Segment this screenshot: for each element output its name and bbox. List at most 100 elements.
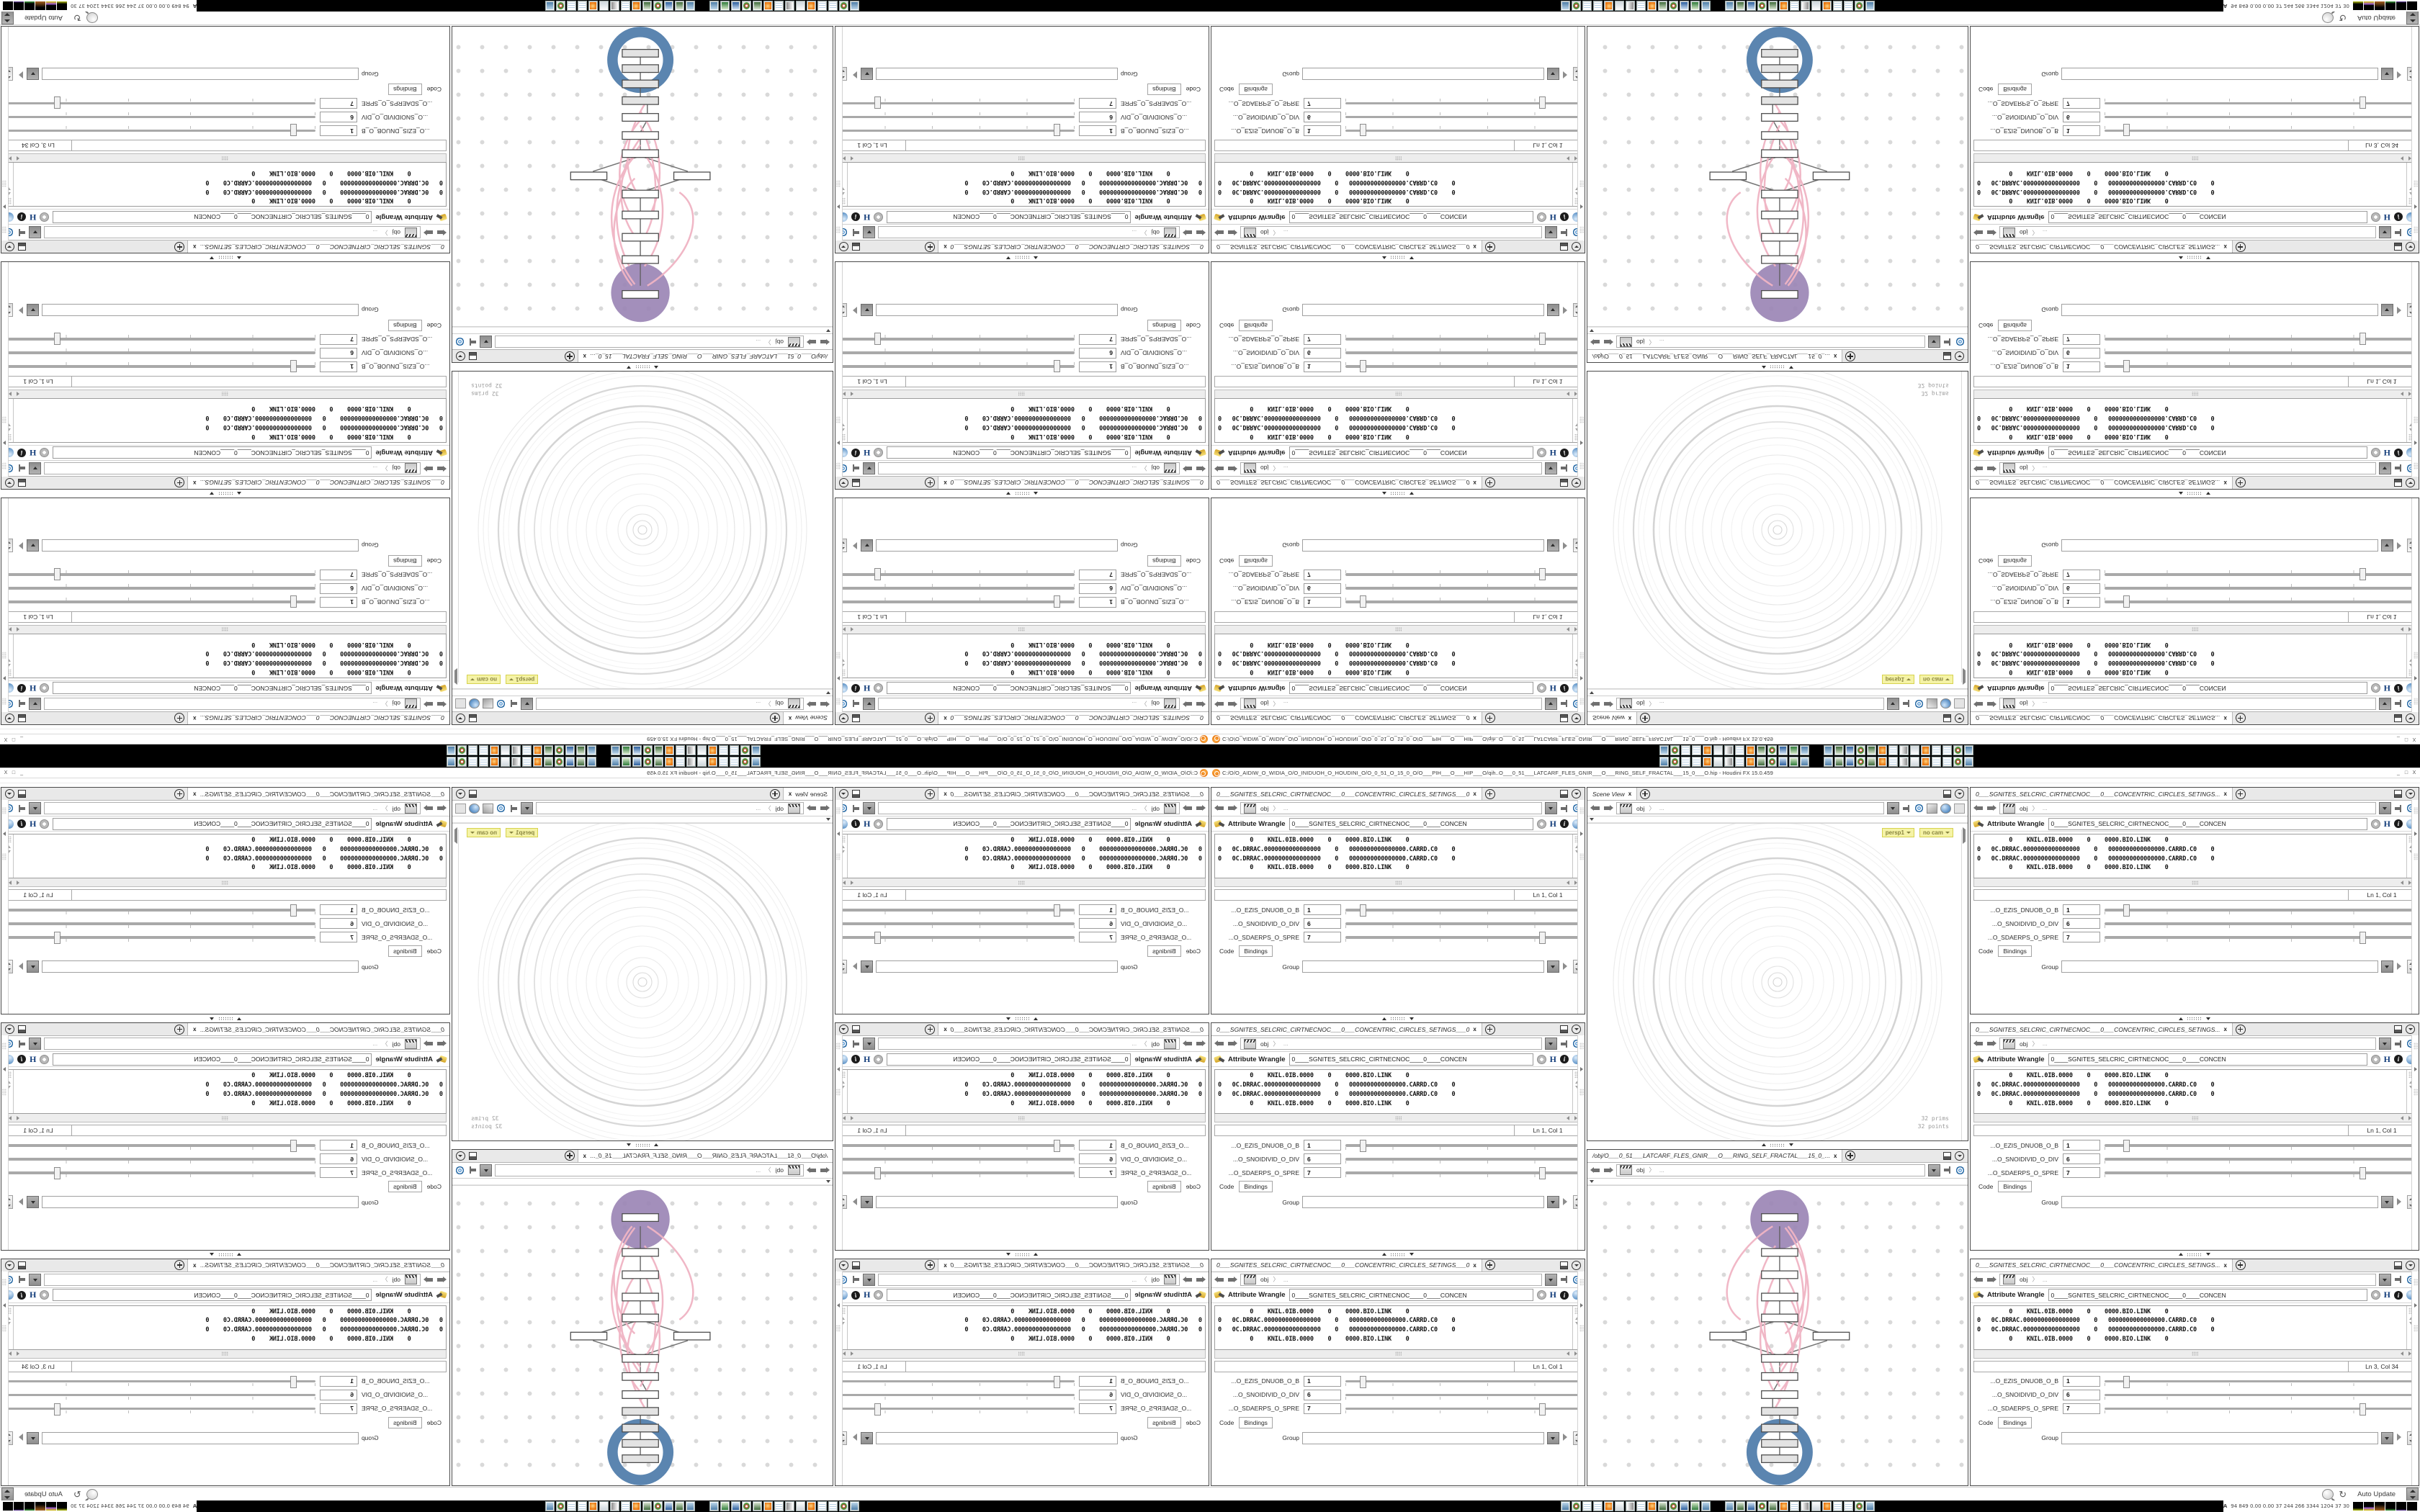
tab-parameters[interactable]: 0___SGNITES_SELCRIC_CIRTNECNOC___0___CON… <box>187 240 449 253</box>
firefox-icon[interactable] <box>1779 1 1789 11</box>
group-input[interactable] <box>876 1196 1118 1209</box>
path-dropdown-icon[interactable] <box>1928 336 1940 348</box>
scroll-right-icon[interactable] <box>2408 1351 2411 1356</box>
path-dropdown-icon[interactable] <box>1887 698 1899 710</box>
breadcrumb-obj[interactable]: obj <box>1636 338 1645 346</box>
notepad-icon[interactable] <box>1790 1501 1800 1511</box>
notepad-icon[interactable] <box>719 745 728 755</box>
pane-menu-icon[interactable] <box>2406 1025 2415 1035</box>
monitor-icon[interactable] <box>751 757 761 767</box>
speaker-icon[interactable] <box>609 1 619 11</box>
pane-menu-icon[interactable] <box>456 714 465 723</box>
parameter-value[interactable]: 1 <box>2063 361 2100 372</box>
notepad-icon[interactable] <box>566 1 576 11</box>
breadcrumb-obj[interactable]: obj <box>1636 804 1645 812</box>
pane-side-rail[interactable] <box>1577 27 1585 241</box>
breadcrumb-obj[interactable]: obj <box>1151 228 1160 236</box>
floppy-icon[interactable] <box>1747 1 1757 11</box>
auto-update-spinner[interactable] <box>2406 1487 2419 1502</box>
splitter-grip-icon[interactable] <box>218 256 233 260</box>
group-input[interactable] <box>1302 960 1544 973</box>
back-arrow-icon[interactable] <box>1590 1166 1600 1174</box>
rail-grip-icon[interactable] <box>2 652 7 659</box>
terminal-icon[interactable] <box>544 757 553 767</box>
info-icon[interactable]: i <box>851 1290 860 1300</box>
code-bindings-tabs[interactable]: Code Bindings <box>1211 319 1585 333</box>
firefox-icon[interactable] <box>1878 757 1887 767</box>
gear-icon[interactable] <box>1536 1054 1546 1064</box>
parameter-value[interactable]: 1 <box>1079 1140 1116 1151</box>
pane-splitter[interactable] <box>1211 1251 1585 1257</box>
rail-grip-icon[interactable] <box>1579 415 1584 423</box>
pane-menu-icon[interactable] <box>1572 242 1581 252</box>
parameter-slider[interactable] <box>4 568 315 580</box>
chevron-down-icon[interactable] <box>1590 1179 1594 1183</box>
rail-arrow-icon[interactable] <box>837 1302 841 1308</box>
node-name-input[interactable]: 0____SGNITES_SELCRIC_CIRTNECNOC____0____… <box>53 446 372 459</box>
code-bindings-tabs[interactable]: Code Bindings <box>1 1179 449 1193</box>
notepad-icon[interactable] <box>1932 745 1941 755</box>
viewport-canvas[interactable]: persp1 no cam <box>452 372 833 689</box>
splitter-down-icon[interactable] <box>1789 365 1793 369</box>
rail-grip-icon[interactable] <box>2 698 7 705</box>
parameter-slider[interactable] <box>4 124 315 137</box>
camera-selector[interactable]: persp1 <box>1881 675 1914 684</box>
pointer-icon[interactable] <box>1562 70 1570 78</box>
target-icon[interactable] <box>496 804 506 813</box>
tab-bindings[interactable]: Bindings <box>388 945 422 957</box>
refresh-icon[interactable]: ↻ <box>73 12 81 24</box>
maximize-pane-icon[interactable] <box>469 1151 477 1160</box>
group-dropdown-icon[interactable] <box>1547 960 1559 973</box>
tab-scene-view[interactable]: Scene View x <box>1587 712 1638 724</box>
tab-parameters[interactable]: 0___SGNITES_SELCRIC_CIRTNECNOC___0___CON… <box>938 1023 1209 1036</box>
chrome-icon[interactable] <box>838 1 848 11</box>
scroll-down-icon[interactable] <box>1574 850 1579 853</box>
breadcrumb-obj[interactable]: obj <box>1260 1040 1269 1048</box>
firefox-icon[interactable] <box>1746 745 1755 755</box>
pane-menu-icon[interactable] <box>2406 477 2415 487</box>
parameter-slider[interactable] <box>1 582 315 594</box>
scroll-left-icon[interactable] <box>2401 1115 2403 1120</box>
refresh-icon[interactable]: ↻ <box>2339 1488 2347 1500</box>
chevron-down-icon[interactable] <box>1945 832 1950 834</box>
chevron-down-icon[interactable] <box>1906 832 1911 834</box>
gear-icon[interactable] <box>40 1054 50 1064</box>
parameter-slider[interactable] <box>4 932 315 944</box>
forward-arrow-icon[interactable] <box>1986 1276 1996 1284</box>
notepad-icon[interactable] <box>719 757 728 767</box>
maximize-pane-icon[interactable] <box>1560 714 1568 722</box>
path-input[interactable]: obj 〉 ... <box>878 1038 1180 1050</box>
splitter-up-icon[interactable] <box>1762 365 1766 369</box>
no-cam-selector[interactable]: no cam <box>467 828 501 837</box>
notepad-icon[interactable] <box>468 745 478 755</box>
floppy-icon[interactable] <box>1778 745 1788 755</box>
speaker-icon[interactable] <box>511 757 521 767</box>
node-name-input[interactable]: 0____SGNITES_SELCRIC_CIRTNECNOC____0____… <box>1289 817 1533 830</box>
vex-code-editor[interactable]: 0 KNIL.0IB.0000 0 0000.BIO.LINK 0 0 0C.D… <box>838 634 1206 678</box>
pane-menu-icon[interactable] <box>1955 1151 1964 1161</box>
gear-icon[interactable] <box>1536 819 1546 829</box>
splitter-grip-icon[interactable] <box>635 1143 650 1147</box>
monitor-icon[interactable] <box>1701 1 1711 11</box>
pane-splitter[interactable] <box>452 364 833 370</box>
taskbar-icon-group-c[interactable] <box>709 1 862 11</box>
scroll-left-icon[interactable] <box>1567 1351 1569 1356</box>
no-cam-selector[interactable]: no cam <box>1919 675 1953 684</box>
forward-arrow-icon[interactable] <box>807 700 817 708</box>
path-input[interactable]: obj 〉 ... <box>44 1273 421 1286</box>
rail-grip-icon[interactable] <box>2 180 7 188</box>
parameter-slider[interactable] <box>1 1153 315 1166</box>
scroll-up-icon[interactable] <box>2408 845 2414 848</box>
notepad-icon[interactable] <box>577 1501 587 1511</box>
code-bindings-tabs[interactable]: Code Bindings <box>1971 1179 2419 1193</box>
parameter-value[interactable]: 6 <box>320 918 357 929</box>
back-arrow-icon[interactable] <box>1214 700 1224 708</box>
path-bar[interactable]: obj 〉 ... <box>1971 459 2419 476</box>
notepad-icon[interactable] <box>1942 757 1952 767</box>
viewport-right-rail[interactable] <box>1961 827 1968 1140</box>
camera-selector[interactable]: persp1 <box>506 828 539 837</box>
menu-bar[interactable] <box>1210 778 2420 783</box>
vex-code-editor[interactable]: 0 KNIL.0IB.0000 0 0000.BIO.LINK 0 0 0C.D… <box>1214 162 1582 207</box>
breadcrumb-obj[interactable]: obj <box>1260 804 1269 812</box>
tab-bindings[interactable]: Bindings <box>1147 319 1181 331</box>
